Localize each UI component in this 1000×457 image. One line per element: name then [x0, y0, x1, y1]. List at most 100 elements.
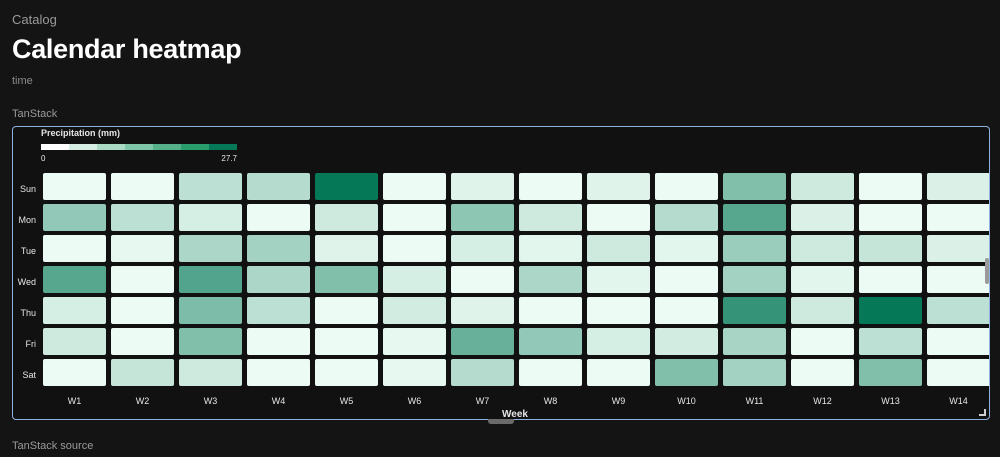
heatmap-cell[interactable]: [383, 328, 446, 355]
heatmap-cell[interactable]: [655, 359, 718, 386]
heatmap-cell[interactable]: [791, 235, 854, 262]
heatmap-cell[interactable]: [655, 297, 718, 324]
heatmap-cell[interactable]: [723, 204, 786, 231]
heatmap-cell[interactable]: [927, 359, 990, 386]
heatmap-cell[interactable]: [859, 297, 922, 324]
heatmap-cell[interactable]: [315, 235, 378, 262]
heatmap-cell[interactable]: [451, 359, 514, 386]
heatmap-cell[interactable]: [179, 173, 242, 200]
heatmap-cell[interactable]: [859, 235, 922, 262]
heatmap-cell[interactable]: [111, 173, 174, 200]
heatmap-cell[interactable]: [451, 266, 514, 293]
heatmap-cell[interactable]: [859, 266, 922, 293]
heatmap-cell[interactable]: [247, 297, 310, 324]
heatmap-cell[interactable]: [247, 235, 310, 262]
heatmap-cell[interactable]: [723, 359, 786, 386]
heatmap-cell[interactable]: [315, 359, 378, 386]
heatmap-cell[interactable]: [519, 359, 582, 386]
heatmap-cell[interactable]: [519, 297, 582, 324]
heatmap-cell[interactable]: [315, 328, 378, 355]
heatmap-cell[interactable]: [859, 204, 922, 231]
heatmap-cell[interactable]: [43, 328, 106, 355]
heatmap-cell[interactable]: [43, 266, 106, 293]
heatmap-cell[interactable]: [655, 235, 718, 262]
heatmap-cell[interactable]: [587, 204, 650, 231]
heatmap-cell[interactable]: [927, 297, 990, 324]
resize-handle-icon[interactable]: [979, 409, 986, 416]
heatmap-cell[interactable]: [247, 359, 310, 386]
heatmap-cell[interactable]: [791, 204, 854, 231]
heatmap-cell[interactable]: [315, 297, 378, 324]
heatmap-cell[interactable]: [519, 235, 582, 262]
heatmap-cell[interactable]: [179, 204, 242, 231]
heatmap-cell[interactable]: [927, 204, 990, 231]
heatmap-cell[interactable]: [791, 266, 854, 293]
heatmap-cell[interactable]: [587, 328, 650, 355]
heatmap-cell[interactable]: [927, 235, 990, 262]
heatmap-cell[interactable]: [111, 235, 174, 262]
heatmap-cell[interactable]: [247, 173, 310, 200]
heatmap-cell[interactable]: [723, 297, 786, 324]
heatmap-cell[interactable]: [383, 266, 446, 293]
heatmap-cell[interactable]: [451, 235, 514, 262]
heatmap-cell[interactable]: [723, 266, 786, 293]
heatmap-cell[interactable]: [791, 359, 854, 386]
heatmap-cell[interactable]: [791, 328, 854, 355]
heatmap-cell[interactable]: [519, 266, 582, 293]
heatmap-cell[interactable]: [723, 173, 786, 200]
panel-resize-grip[interactable]: [488, 419, 514, 424]
heatmap-cell[interactable]: [451, 173, 514, 200]
heatmap-cell[interactable]: [179, 266, 242, 293]
heatmap-cell[interactable]: [383, 204, 446, 231]
heatmap-cell[interactable]: [43, 235, 106, 262]
heatmap-cell[interactable]: [723, 328, 786, 355]
heatmap-cell[interactable]: [111, 266, 174, 293]
heatmap-cell[interactable]: [927, 266, 990, 293]
heatmap-cell[interactable]: [111, 328, 174, 355]
heatmap-cell[interactable]: [43, 359, 106, 386]
heatmap-cell[interactable]: [587, 297, 650, 324]
heatmap-cell[interactable]: [519, 173, 582, 200]
heatmap-cell[interactable]: [451, 204, 514, 231]
heatmap-cell[interactable]: [111, 297, 174, 324]
heatmap-cell[interactable]: [315, 173, 378, 200]
scrollbar-thumb[interactable]: [985, 258, 989, 284]
heatmap-cell[interactable]: [179, 328, 242, 355]
heatmap-cell[interactable]: [859, 359, 922, 386]
heatmap-cell[interactable]: [247, 204, 310, 231]
heatmap-cell[interactable]: [111, 204, 174, 231]
heatmap-cell[interactable]: [655, 328, 718, 355]
heatmap-cell[interactable]: [43, 204, 106, 231]
heatmap-cell[interactable]: [587, 359, 650, 386]
breadcrumb[interactable]: Catalog: [12, 12, 57, 27]
heatmap-cell[interactable]: [247, 328, 310, 355]
heatmap-cell[interactable]: [927, 173, 990, 200]
heatmap-cell[interactable]: [383, 359, 446, 386]
heatmap-cell[interactable]: [655, 173, 718, 200]
heatmap-cell[interactable]: [451, 297, 514, 324]
heatmap-cell[interactable]: [179, 235, 242, 262]
heatmap-cell[interactable]: [723, 235, 786, 262]
heatmap-cell[interactable]: [791, 297, 854, 324]
heatmap-cell[interactable]: [791, 173, 854, 200]
heatmap-cell[interactable]: [383, 297, 446, 324]
heatmap-cell[interactable]: [519, 204, 582, 231]
heatmap-cell[interactable]: [43, 297, 106, 324]
heatmap-cell[interactable]: [315, 204, 378, 231]
heatmap-cell[interactable]: [655, 204, 718, 231]
heatmap-cell[interactable]: [655, 266, 718, 293]
heatmap-cell[interactable]: [519, 328, 582, 355]
heatmap-cell[interactable]: [43, 173, 106, 200]
heatmap-cell[interactable]: [247, 266, 310, 293]
heatmap-cell[interactable]: [451, 328, 514, 355]
heatmap-cell[interactable]: [111, 359, 174, 386]
heatmap-cell[interactable]: [179, 359, 242, 386]
heatmap-cell[interactable]: [587, 173, 650, 200]
heatmap-cell[interactable]: [587, 235, 650, 262]
heatmap-cell[interactable]: [315, 266, 378, 293]
heatmap-cell[interactable]: [179, 297, 242, 324]
heatmap-cell[interactable]: [587, 266, 650, 293]
heatmap-cell[interactable]: [383, 173, 446, 200]
heatmap-cell[interactable]: [859, 328, 922, 355]
heatmap-cell[interactable]: [927, 328, 990, 355]
